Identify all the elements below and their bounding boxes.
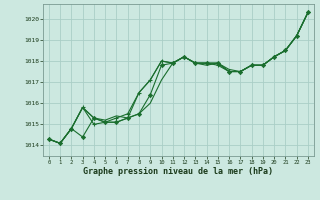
X-axis label: Graphe pression niveau de la mer (hPa): Graphe pression niveau de la mer (hPa) [84,167,273,176]
